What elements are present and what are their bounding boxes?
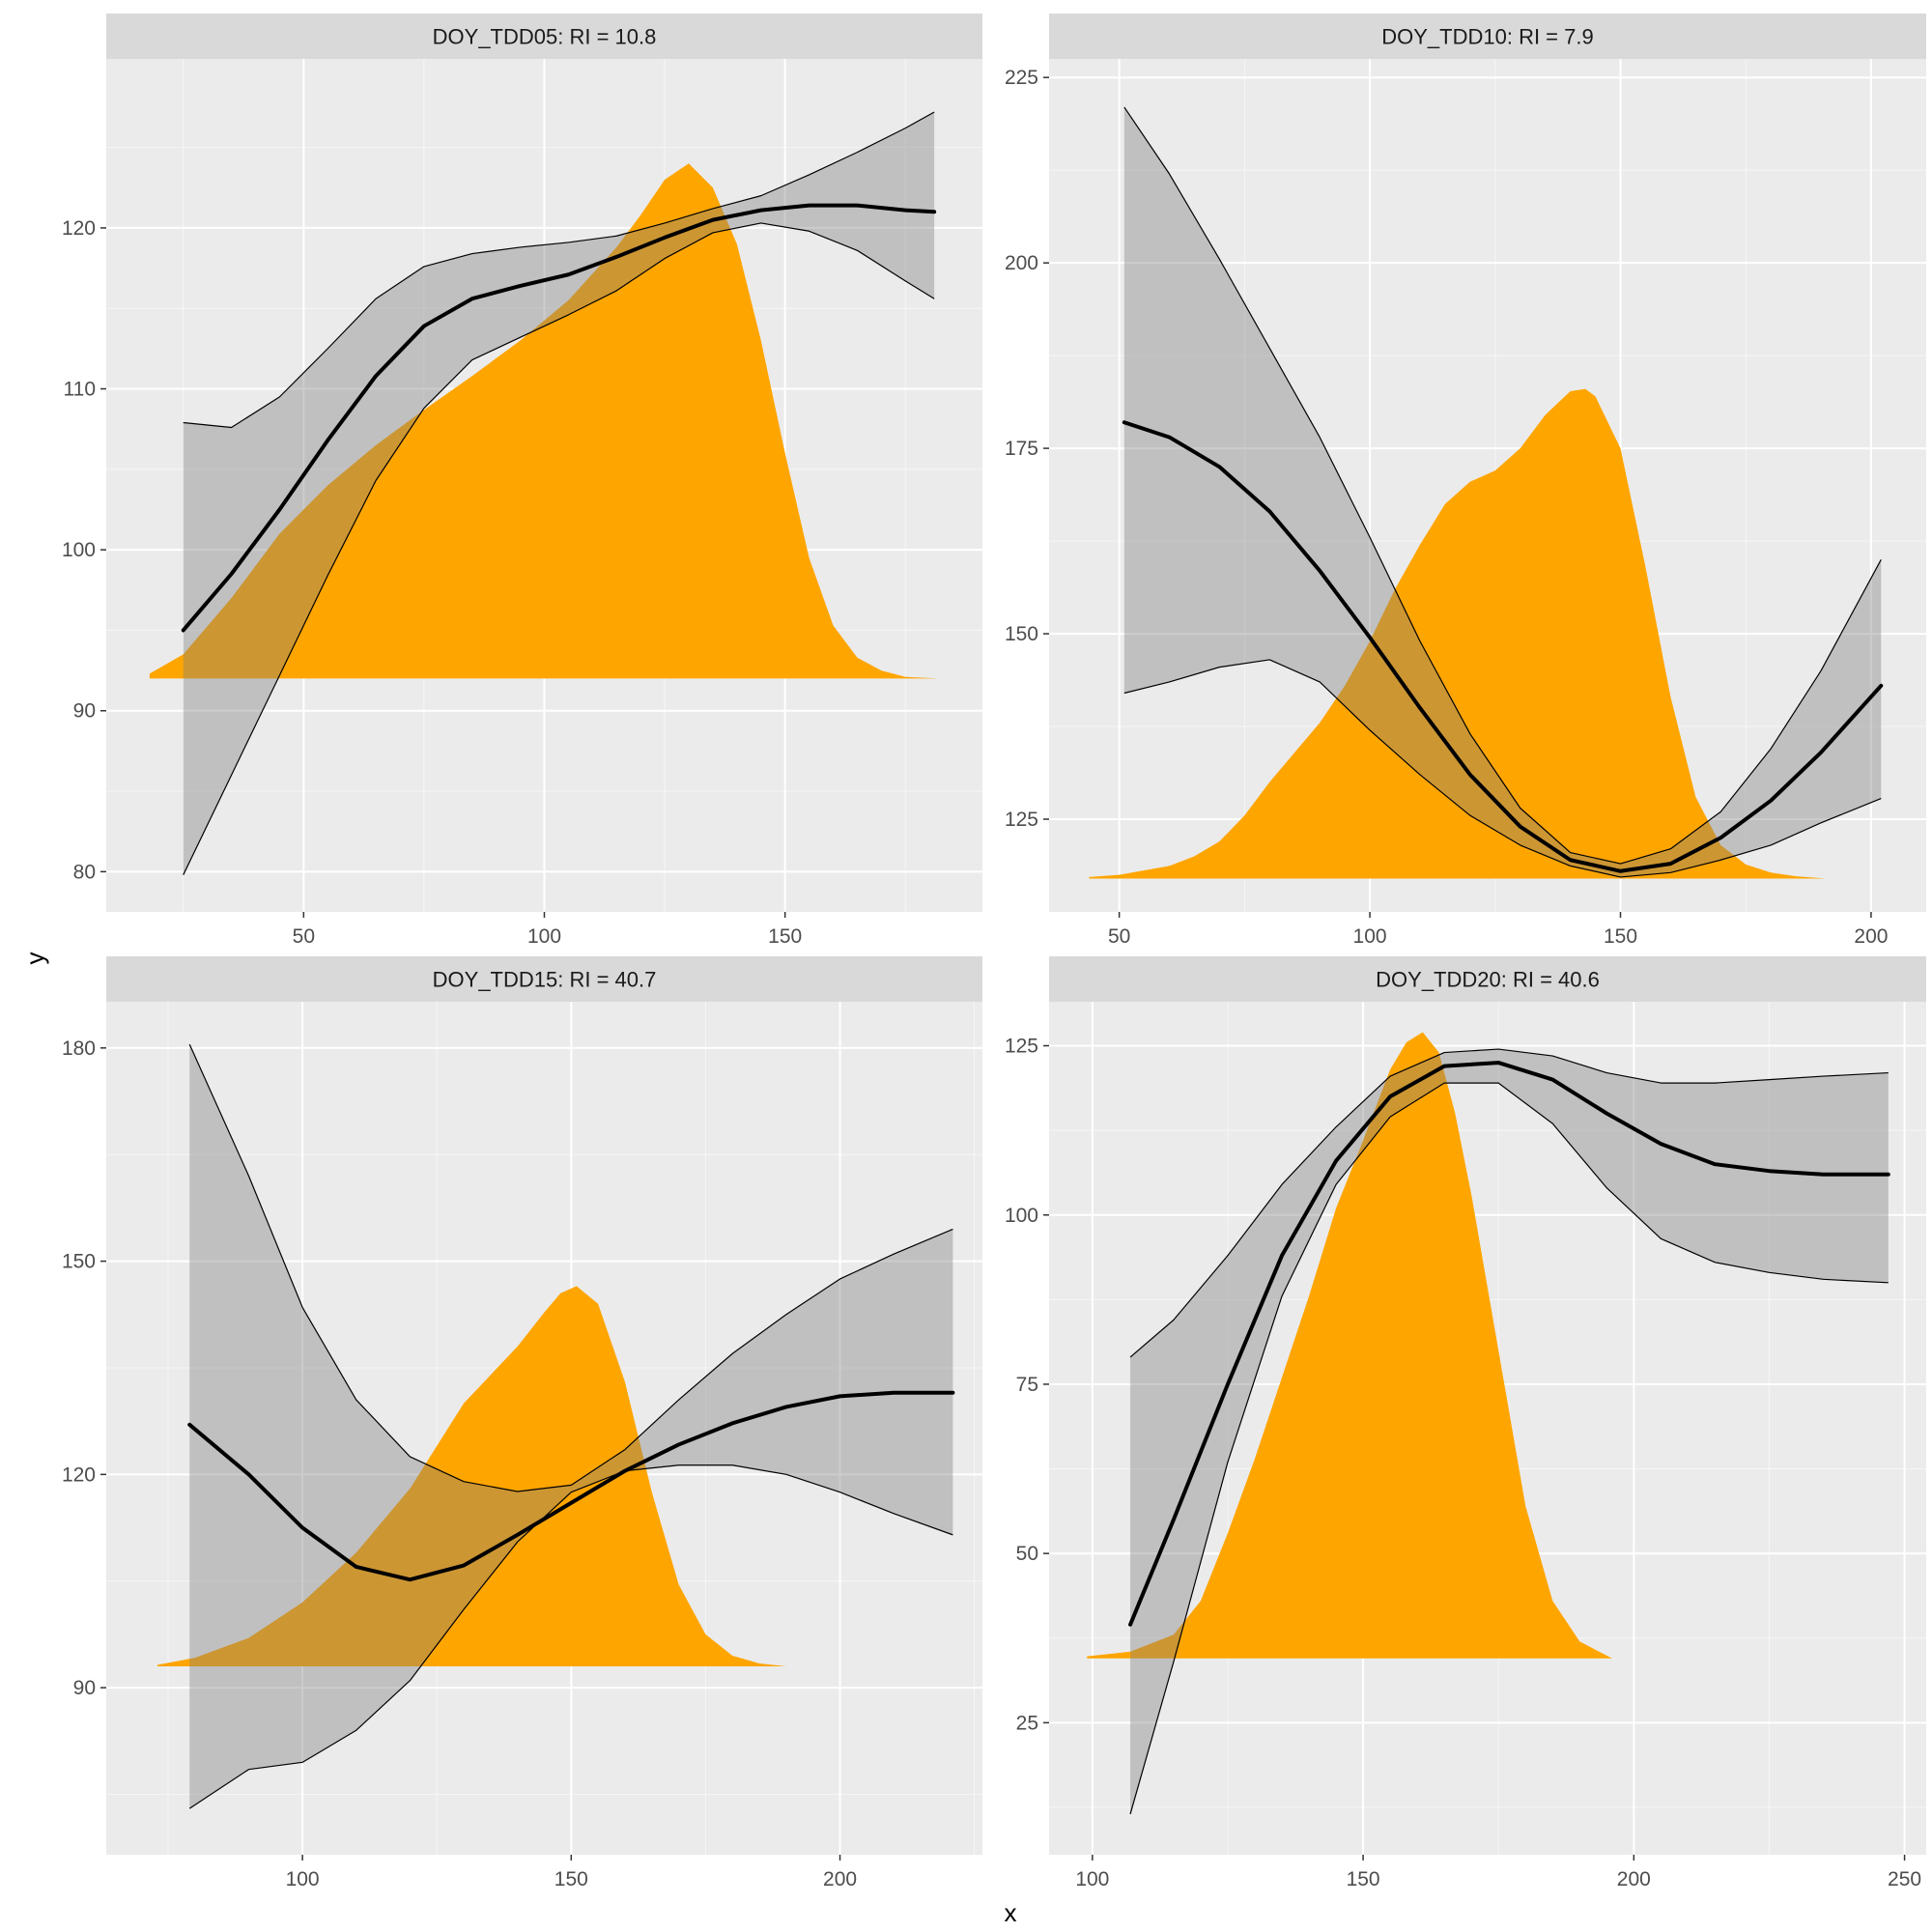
facet-panel-1: DOY_TDD05: RI = 10.8 50 100 150 80 90 100 110 12… — [62, 14, 982, 948]
x-tick-label: 100 — [1353, 925, 1387, 948]
y-tick-label: 100 — [62, 539, 96, 561]
facet-panel-2: DOY_TDD10: RI = 7.9 50 100 150 200 125 150 175 2… — [1005, 14, 1926, 948]
x-tick-label: 100 — [1075, 1868, 1109, 1890]
y-tick-label: 120 — [62, 217, 96, 240]
x-tick-label: 200 — [823, 1868, 857, 1890]
y-tick-label: 50 — [1016, 1543, 1038, 1565]
x-tick-label: 50 — [1108, 925, 1130, 948]
y-tick-label: 90 — [73, 700, 96, 723]
x-tick-label: 150 — [1347, 1868, 1380, 1890]
y-tick-label: 200 — [1005, 252, 1038, 274]
y-tick-label: 80 — [73, 861, 96, 883]
y-tick-label: 150 — [62, 1251, 96, 1273]
y-tick-label: 175 — [1005, 438, 1038, 460]
y-tick-label: 120 — [62, 1463, 96, 1486]
x-tick-label: 150 — [554, 1868, 588, 1890]
x-tick-label: 150 — [1604, 925, 1637, 948]
x-tick-label: 100 — [527, 925, 561, 948]
facet-strip-title: DOY_TDD20: RI = 40.6 — [1376, 968, 1600, 992]
y-tick-label: 110 — [64, 379, 96, 401]
x-tick-label: 150 — [768, 925, 802, 948]
y-tick-label: 25 — [1016, 1712, 1038, 1734]
facet-strip-title: DOY_TDD05: RI = 10.8 — [433, 25, 657, 49]
y-axis-title: y — [20, 952, 49, 965]
x-tick-label: 50 — [293, 925, 315, 948]
x-tick-label: 200 — [1617, 1868, 1651, 1890]
y-tick-label: 100 — [1005, 1205, 1038, 1227]
y-tick-label: 125 — [1005, 809, 1038, 831]
facet-panel-4: DOY_TDD20: RI = 40.6 100 150 200 250 25 50 75 10… — [1005, 956, 1926, 1890]
facet-strip-title: DOY_TDD15: RI = 40.7 — [433, 968, 657, 992]
y-tick-label: 180 — [62, 1037, 96, 1060]
x-axis-title: x — [1005, 1898, 1017, 1927]
facet-panels: DOY_TDD05: RI = 10.8 50 100 150 80 90 100 110 12… — [62, 14, 1926, 1890]
y-tick-label: 225 — [1005, 67, 1038, 89]
x-tick-label: 250 — [1888, 1868, 1921, 1890]
x-tick-label: 100 — [286, 1868, 320, 1890]
y-tick-label: 90 — [73, 1677, 96, 1699]
facet-panel-3: DOY_TDD15: RI = 40.7 100 150 200 90 120 150 180 — [62, 956, 982, 1890]
y-tick-label: 125 — [1005, 1036, 1038, 1058]
facet-strip-title: DOY_TDD10: RI = 7.9 — [1381, 25, 1593, 49]
x-tick-label: 200 — [1854, 925, 1888, 948]
y-tick-label: 75 — [1016, 1374, 1038, 1396]
y-tick-label: 150 — [1005, 623, 1038, 645]
